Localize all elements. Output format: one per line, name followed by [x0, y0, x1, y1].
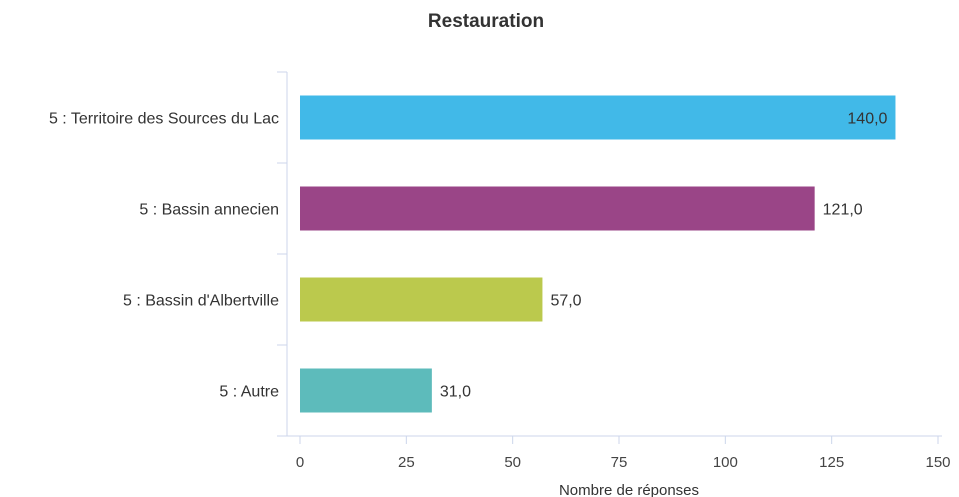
data-label: 31,0 — [440, 384, 471, 401]
category-label: 5 : Bassin annecien — [139, 202, 279, 219]
chart-axes — [277, 71, 942, 444]
x-tick-label: 100 — [713, 454, 738, 471]
x-tick-label: 150 — [925, 454, 950, 471]
bar — [300, 95, 896, 140]
x-tick-label: 50 — [504, 454, 521, 471]
chart-title: Restauration — [428, 11, 544, 32]
x-axis-title: Nombre de réponses — [559, 482, 699, 497]
bar — [300, 368, 432, 413]
chart-bars — [300, 95, 896, 413]
category-label: 5 : Bassin d'Albertville — [123, 293, 279, 310]
category-labels: 5 : Territoire des Sources du Lac 5 : Bas… — [49, 111, 279, 401]
bar — [300, 277, 543, 322]
x-tick-label: 0 — [296, 454, 304, 471]
x-tick-label: 75 — [611, 454, 628, 471]
category-label: 5 : Territoire des Sources du Lac — [49, 111, 279, 128]
data-labels: 140,0 121,0 57,0 31,0 — [440, 111, 888, 401]
data-label: 140,0 — [847, 111, 887, 128]
data-label: 57,0 — [550, 293, 581, 310]
x-tick-label: 25 — [398, 454, 415, 471]
data-label: 121,0 — [823, 202, 863, 219]
category-label: 5 : Autre — [219, 384, 279, 401]
x-tick-label: 125 — [819, 454, 844, 471]
bar — [300, 186, 815, 231]
x-tick-labels: 0 25 50 75 100 125 150 — [296, 454, 951, 471]
